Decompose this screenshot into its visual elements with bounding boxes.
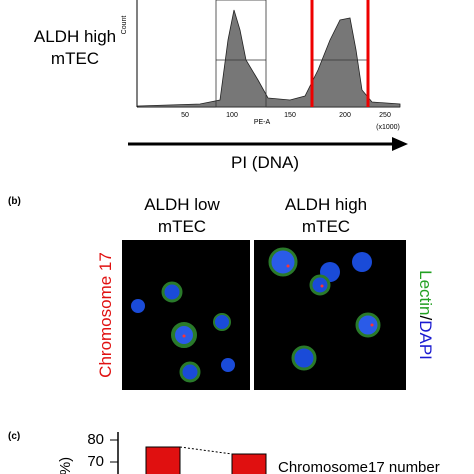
- x-unit: (x1000): [376, 124, 400, 131]
- right-label: Lectin/DAPI: [416, 270, 435, 360]
- column-label: mTEC: [158, 217, 206, 236]
- x-tick-label: 50: [181, 112, 189, 119]
- panel-letter: (b): [8, 196, 21, 207]
- bar: [145, 446, 181, 474]
- histogram: [137, 9, 401, 108]
- x-axis-label: PE-A: [254, 119, 271, 126]
- left-label: Chromosome 17: [96, 252, 115, 378]
- x-tick-label: 250: [379, 112, 391, 119]
- cells: [131, 247, 381, 383]
- connector: [179, 446, 233, 455]
- x-tick-label: 150: [284, 112, 296, 119]
- y-axis-label: Count: [121, 16, 128, 35]
- arrow-head: [392, 137, 408, 151]
- x-tick-label: 100: [226, 112, 238, 119]
- bar: [231, 453, 267, 474]
- panel-letter: (c): [8, 431, 20, 442]
- label-part: /: [416, 315, 435, 320]
- column-label: ALDH high: [285, 195, 367, 214]
- legend: Chromosome17 number: [278, 459, 440, 474]
- column-label: ALDH low: [144, 195, 220, 214]
- gate: [215, 0, 267, 108]
- label-part: DAPI: [416, 320, 435, 360]
- y-tick-label: 70: [87, 453, 104, 470]
- y-tick-label: 80: [87, 431, 104, 448]
- row-label: mTEC: [51, 49, 99, 68]
- x-tick-label: 200: [339, 112, 351, 119]
- arrow-label: PI (DNA): [231, 153, 299, 172]
- row-label: ALDH high: [34, 27, 116, 46]
- column-label: mTEC: [302, 217, 350, 236]
- y-axis-label: %): [57, 457, 74, 474]
- label-part: Lectin: [416, 270, 435, 315]
